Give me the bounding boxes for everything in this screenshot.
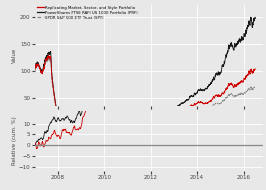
Y-axis label: Relative (cum. %): Relative (cum. %) — [13, 116, 17, 165]
Y-axis label: Value: Value — [12, 47, 17, 63]
Legend: Replicating Market, Sector, and Style Portfolio, PowerShares FTSE RAFI US 1000 P: Replicating Market, Sector, and Style Po… — [36, 5, 138, 21]
